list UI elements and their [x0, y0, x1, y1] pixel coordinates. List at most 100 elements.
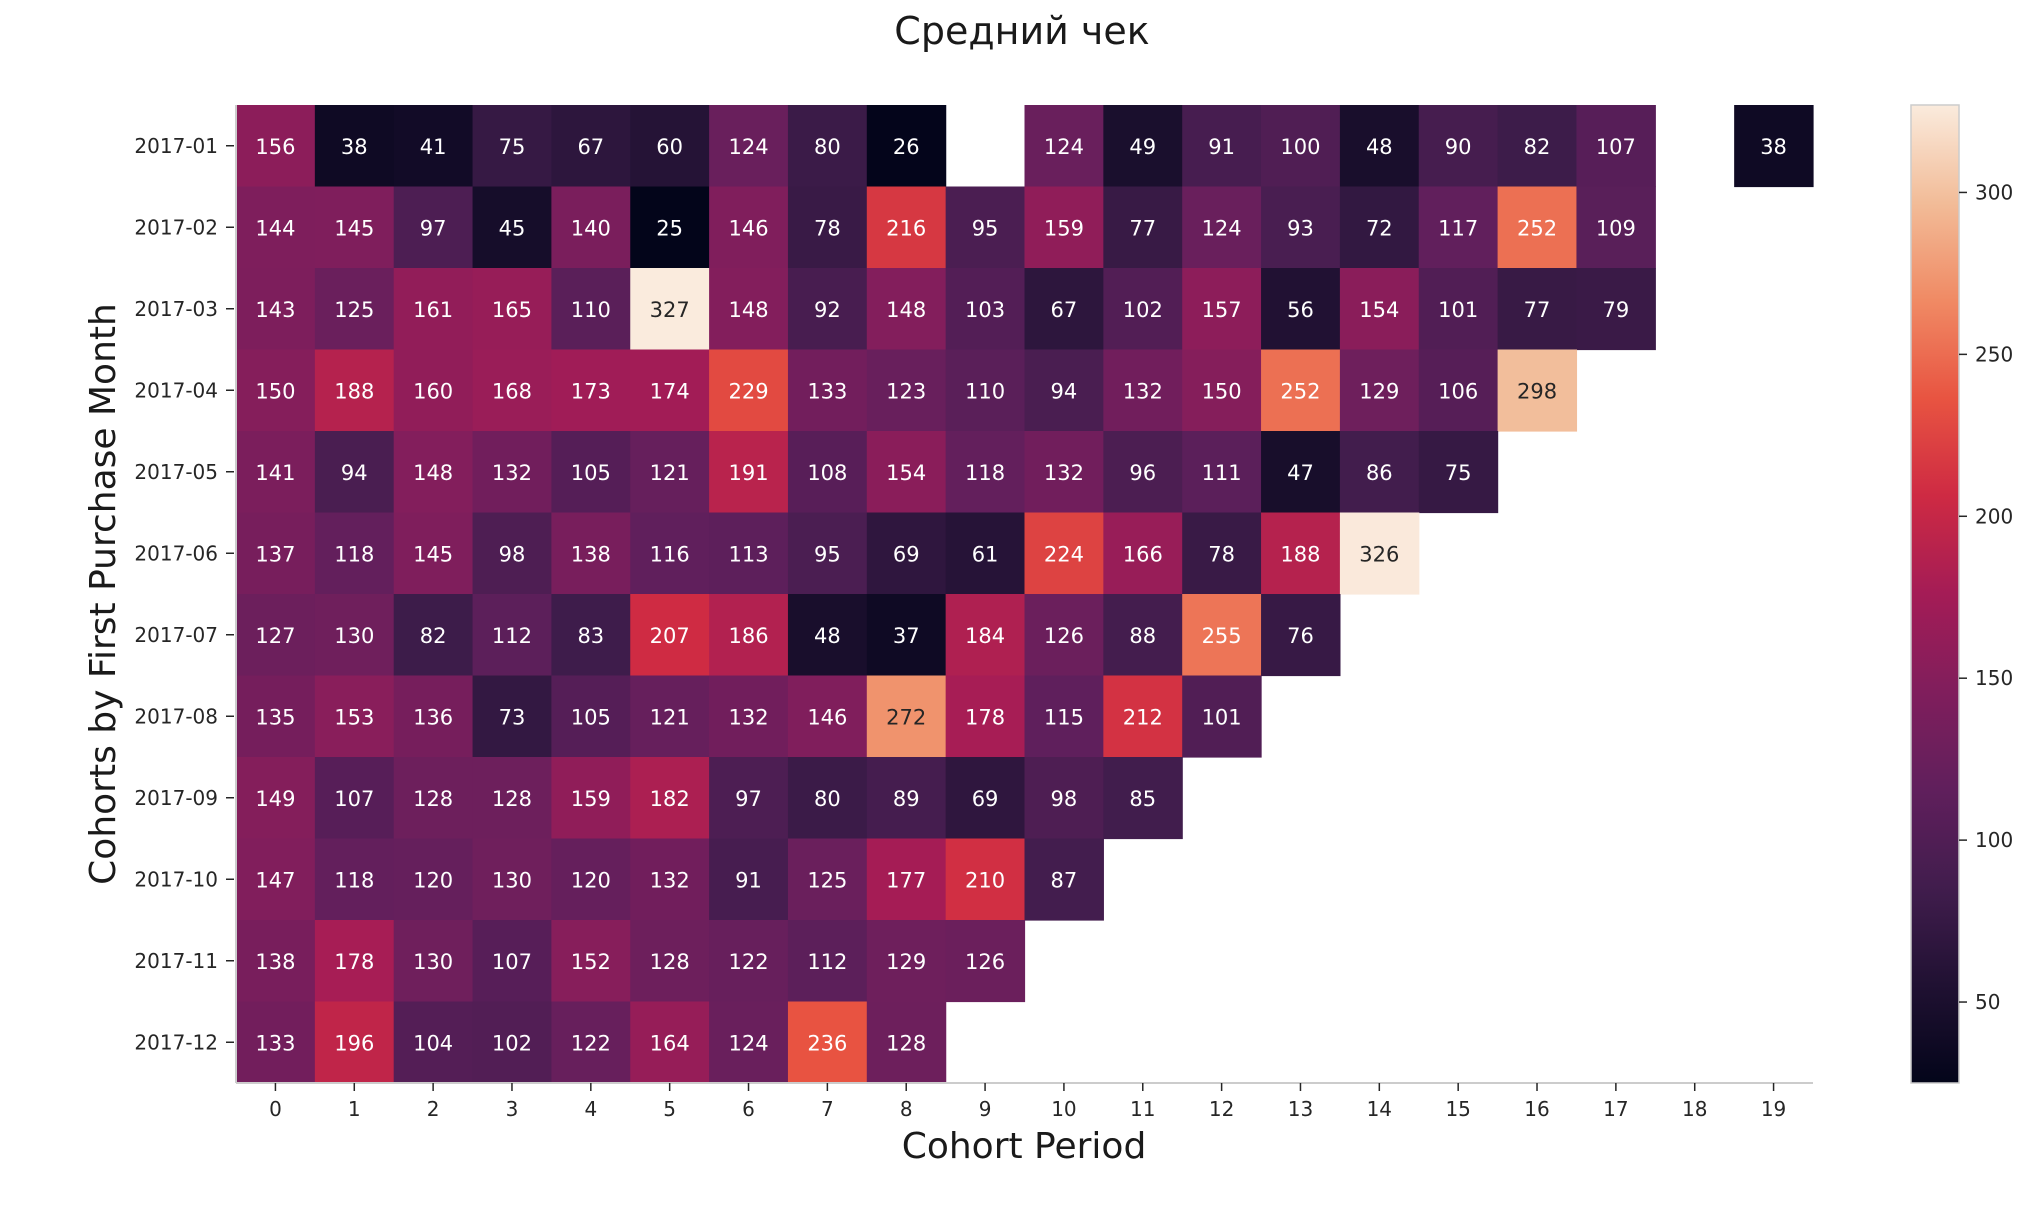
heatmap-cell [551, 512, 631, 595]
cell-value-label: 75 [1445, 461, 1472, 485]
heatmap-cell [945, 349, 1026, 432]
heatmap-cell [472, 186, 552, 269]
heatmap-cell [945, 920, 1026, 1003]
heatmap-cell [787, 186, 868, 269]
heatmap-cell [866, 512, 947, 595]
cell-value-label: 48 [1366, 135, 1393, 159]
heatmap-cell [945, 512, 1026, 595]
cell-value-label: 121 [650, 461, 690, 485]
colorbar-tick-label: 50 [1975, 990, 2000, 1014]
heatmap-cell [945, 594, 1026, 677]
heatmap-cell [1182, 268, 1262, 351]
heatmap-cell [236, 186, 316, 269]
heatmap-cell [866, 186, 947, 269]
heatmap-cell [787, 349, 868, 432]
cell-value-label: 159 [1044, 216, 1084, 240]
heatmap-cell [472, 105, 552, 188]
cell-value-label: 56 [1287, 298, 1314, 322]
heatmap-cell [393, 675, 474, 758]
cell-value-label: 112 [807, 950, 847, 974]
heatmap-cell [1418, 186, 1499, 269]
heatmap-cell [866, 105, 947, 188]
cell-value-label: 78 [1208, 542, 1235, 566]
heatmap-cell [1103, 594, 1183, 677]
heatmap-cell [866, 757, 947, 840]
cell-value-label: 101 [1438, 298, 1478, 322]
cell-value-label: 122 [571, 1031, 611, 1055]
heatmap-cell [472, 757, 552, 840]
cell-value-label: 154 [1359, 298, 1399, 322]
cell-value-label: 118 [334, 542, 374, 566]
colorbar-tick-label: 200 [1975, 504, 2013, 528]
cell-value-label: 126 [1044, 624, 1084, 648]
colorbar-gradient [1910, 104, 1960, 1084]
heatmap-cell [393, 512, 474, 595]
heatmap-cell [1024, 431, 1104, 514]
x-axis-title: Cohort Period [902, 1126, 1147, 1167]
cell-value-label: 150 [1202, 379, 1242, 403]
heatmap-cell [1497, 268, 1578, 351]
heatmap-cell [551, 838, 631, 921]
heatmap-cell [1261, 594, 1341, 677]
heatmap-cell [314, 594, 395, 677]
x-tick-label: 8 [900, 1097, 913, 1121]
heatmap-cell [787, 757, 868, 840]
heatmap-cell [630, 920, 710, 1003]
cell-value-label: 191 [728, 461, 768, 485]
heatmap-cell [1576, 186, 1656, 269]
x-tick-label: 16 [1524, 1097, 1549, 1121]
heatmap-cell [472, 268, 552, 351]
heatmap-cell [393, 920, 474, 1003]
cell-value-label: 123 [886, 379, 926, 403]
heatmap-cell [1103, 186, 1183, 269]
cell-value-label: 143 [255, 298, 295, 322]
cell-value-label: 110 [965, 379, 1005, 403]
heatmap-cell [236, 512, 316, 595]
cell-value-label: 137 [255, 542, 295, 566]
heatmap-cell [551, 105, 631, 188]
heatmap-cell [551, 186, 631, 269]
heatmap-cell [709, 349, 789, 432]
cell-value-label: 93 [1287, 216, 1314, 240]
cell-value-label: 124 [1044, 135, 1084, 159]
cell-value-label: 122 [728, 950, 768, 974]
cell-value-label: 96 [1129, 461, 1156, 485]
cell-value-label: 38 [1760, 135, 1787, 159]
cell-value-label: 177 [886, 868, 926, 892]
heatmap-cell [236, 757, 316, 840]
heatmap-cell [1261, 431, 1341, 514]
heatmap-cell [630, 186, 710, 269]
cell-value-label: 127 [255, 624, 295, 648]
cell-value-label: 83 [577, 624, 604, 648]
heatmap-cell [1024, 594, 1104, 677]
cell-value-label: 145 [413, 542, 453, 566]
heatmap-cell [1103, 757, 1183, 840]
heatmap-cell [709, 186, 789, 269]
heatmap-cell [787, 105, 868, 188]
heatmap-cell [472, 920, 552, 1003]
x-tick-label: 10 [1051, 1097, 1076, 1121]
cell-value-label: 86 [1366, 461, 1393, 485]
heatmap-cell [866, 838, 947, 921]
heatmap-cell [709, 920, 789, 1003]
heatmap-cell [393, 838, 474, 921]
x-tick-label: 9 [979, 1097, 992, 1121]
cell-value-label: 188 [1280, 542, 1320, 566]
cell-value-label: 130 [334, 624, 374, 648]
cell-value-label: 153 [334, 705, 374, 729]
heatmap-cell [945, 431, 1026, 514]
heatmap-cell [945, 838, 1026, 921]
cell-value-label: 152 [571, 950, 611, 974]
cell-value-label: 110 [571, 298, 611, 322]
heatmap-cell [472, 1001, 552, 1084]
heatmap-cell [236, 349, 316, 432]
cell-value-label: 98 [1051, 787, 1078, 811]
heatmap-cell [472, 838, 552, 921]
y-tick-label: 2017-04 [134, 378, 218, 402]
cell-value-label: 252 [1280, 379, 1320, 403]
heatmap-cell [1418, 268, 1499, 351]
heatmap-cell [1024, 512, 1104, 595]
heatmap-cell [314, 186, 395, 269]
heatmap-cell [1182, 186, 1262, 269]
cell-value-label: 129 [1359, 379, 1399, 403]
